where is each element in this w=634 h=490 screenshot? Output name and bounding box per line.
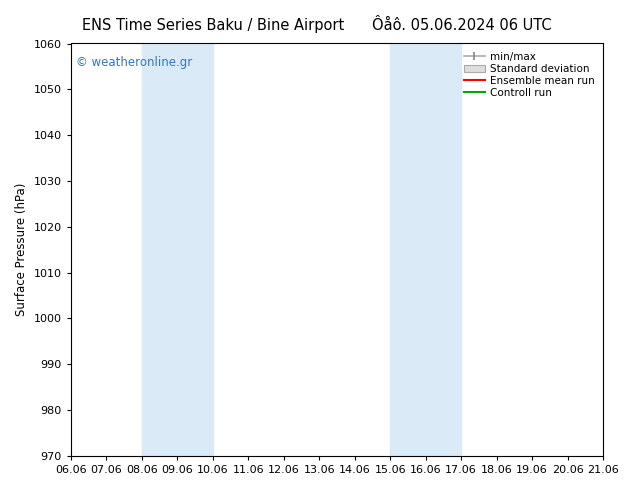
Legend: min/max, Standard deviation, Ensemble mean run, Controll run: min/max, Standard deviation, Ensemble me… xyxy=(461,49,598,101)
Text: © weatheronline.gr: © weatheronline.gr xyxy=(76,56,192,69)
Y-axis label: Surface Pressure (hPa): Surface Pressure (hPa) xyxy=(15,183,28,317)
Text: ENS Time Series Baku / Bine Airport      Ôåô. 05.06.2024 06 UTC: ENS Time Series Baku / Bine Airport Ôåô.… xyxy=(82,15,552,33)
Bar xyxy=(141,44,212,456)
Bar xyxy=(390,44,461,456)
